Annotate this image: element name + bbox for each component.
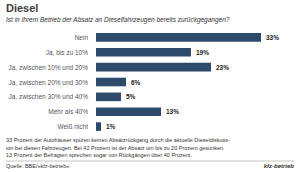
svg-text:5%: 5% <box>126 93 136 100</box>
svg-text:6%: 6% <box>131 79 141 86</box>
svg-text:1%: 1% <box>106 123 116 130</box>
svg-text:Mehr als 40%: Mehr als 40% <box>48 108 88 115</box>
svg-text:13 Prozent der Befragten sprec: 13 Prozent der Befragten sprechen sogar … <box>6 152 192 158</box>
svg-text:Quelle: BBE/»kfz-betrieb«: Quelle: BBE/»kfz-betrieb« <box>6 163 69 169</box>
svg-text:Ja, zwischen 20% und 30%: Ja, zwischen 20% und 30% <box>9 79 89 86</box>
svg-text:Ja, zwischen 30% und 40%: Ja, zwischen 30% und 40% <box>9 93 89 100</box>
svg-text:13%: 13% <box>166 108 179 115</box>
svg-text:19%: 19% <box>196 49 209 56</box>
svg-text:Ja, zwischen 10% und 20%: Ja, zwischen 10% und 20% <box>9 64 89 71</box>
svg-text:Weiß nicht: Weiß nicht <box>57 123 88 130</box>
svg-text:Ja, bis zu 10%: Ja, bis zu 10% <box>46 49 88 56</box>
svg-text:kfz-betrieb: kfz-betrieb <box>264 163 295 169</box>
svg-text:Diesel: Diesel <box>6 2 38 14</box>
svg-text:33%: 33% <box>266 34 279 41</box>
svg-text:ion bei diesen Fahrzeugen. Bei: ion bei diesen Fahrzeugen. Bei 42 Prozen… <box>6 145 225 151</box>
svg-text:33 Prozent der Autohäuser spür: 33 Prozent der Autohäuser spüren keinen … <box>6 137 230 143</box>
svg-text:Ist in Ihrem Betrieb der Absat: Ist in Ihrem Betrieb der Absatz an Diese… <box>6 16 230 24</box>
svg-text:23%: 23% <box>216 64 229 71</box>
svg-text:Nein: Nein <box>75 34 89 41</box>
